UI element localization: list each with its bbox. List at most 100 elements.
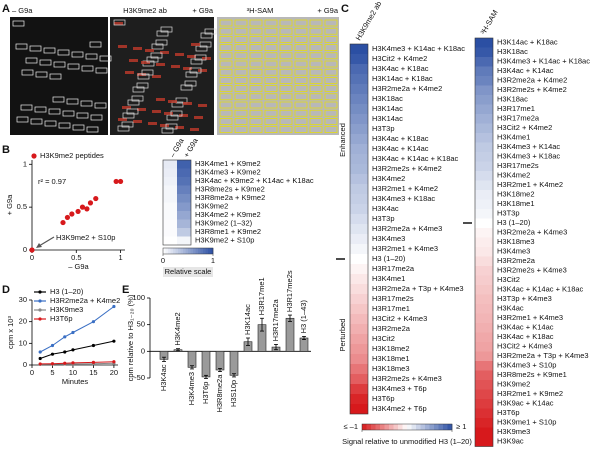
x-tick-label: 5: [50, 368, 54, 377]
heatmap-cell: [475, 180, 493, 190]
blot-box: [151, 43, 164, 50]
point: [69, 211, 75, 217]
blot-spot: [160, 124, 169, 127]
row-label: H3R2me2a + T3p + K4me3: [497, 351, 589, 360]
blot-spot: [133, 120, 142, 123]
blot-box: [113, 19, 126, 26]
panel-label: D: [2, 284, 10, 296]
blot-box: [324, 52, 338, 60]
heatmap-cell: [475, 57, 493, 67]
blot-box: [219, 36, 233, 43]
blot-box: [264, 52, 278, 60]
colorbar-step: [208, 248, 211, 254]
blot-box: [99, 55, 112, 62]
blot-box: [234, 93, 248, 101]
row-label: H3R2me1 + K4me2: [372, 184, 438, 193]
colorbar-tick-label: ≤ –1: [343, 422, 358, 431]
blot-spot: [183, 67, 192, 70]
y-tick-label: 10: [19, 338, 27, 347]
blot-spot: [156, 98, 165, 101]
blot-spot: [141, 61, 150, 64]
row-label: H3R2me1 + K4me2: [497, 180, 563, 189]
heatmap-cell: [350, 264, 368, 274]
point: [93, 195, 99, 202]
blot-box: [294, 52, 308, 60]
blot-box: [249, 101, 263, 109]
blot-box: [234, 77, 248, 84]
colorbar-step: [173, 248, 176, 254]
heatmap-cell: [475, 399, 493, 409]
point: [64, 214, 71, 221]
heatmap-cell: [475, 389, 493, 399]
blot-box: [189, 67, 202, 74]
column-header: + G9a: [182, 136, 201, 159]
heatmap-cell: [350, 254, 368, 264]
blot-box: [294, 77, 308, 84]
heatmap-cell: [475, 66, 493, 76]
row-label: H3K4ac + K9me2 + K14ac + K18ac: [195, 176, 314, 185]
blot-box: [309, 68, 323, 76]
blot-box: [264, 118, 278, 125]
heatmap-title: H3K9me2 ab: [354, 0, 384, 42]
heatmap-cell: [475, 313, 493, 323]
blot-box: [90, 114, 103, 121]
blot-box: [30, 118, 43, 125]
x-tick-label: 15: [89, 368, 97, 377]
blot-box: [309, 85, 323, 92]
series-line: [39, 306, 115, 353]
heatmap-cell: [475, 47, 493, 57]
heatmap-cell: [163, 168, 177, 177]
legend-label: H3K9me2 peptides: [40, 151, 104, 160]
y-tick-label: 100: [132, 293, 145, 302]
blot-box: [85, 53, 98, 60]
blot-box: [219, 85, 233, 92]
colorbar-step: [398, 424, 403, 430]
heatmap-cell: [350, 304, 368, 314]
point: [84, 206, 90, 212]
y-tick-label: -50: [134, 373, 145, 382]
bar: [229, 351, 239, 376]
point: [91, 320, 96, 324]
heatmap-cell: [177, 211, 191, 220]
heatmap-cell: [350, 364, 368, 374]
point: [63, 335, 67, 339]
blot-box: [309, 44, 323, 51]
blot-box: [185, 71, 198, 78]
heatmap-cell: [350, 64, 368, 74]
colorbar-step: [389, 424, 394, 430]
heatmap-cell: [163, 160, 177, 169]
heatmap-cell: [350, 294, 368, 304]
colorbar-label: Relative scale: [165, 267, 212, 276]
row-label: H3K4me3 + K9me2: [195, 168, 261, 177]
heatmap-cell: [350, 334, 368, 344]
colorbar-tick-label: 1: [211, 256, 215, 265]
blot-box: [324, 44, 338, 51]
blot-box: [48, 108, 61, 115]
blot-spot: [183, 102, 192, 105]
row-label: H3R2me1 + K9me2: [497, 389, 563, 398]
row-label: H3K9me2 (1–32): [195, 219, 253, 228]
blot-box: [309, 27, 323, 35]
category-label: H3K4me2: [173, 312, 182, 345]
blot-spot: [191, 43, 200, 46]
blot-box: [234, 101, 248, 109]
blot-box: [234, 52, 248, 60]
blot-box: [309, 126, 323, 133]
heatmap-cell: [350, 154, 368, 164]
blot-box: [67, 63, 80, 70]
blot-box: [279, 101, 293, 109]
category-label: H3K4me3: [187, 372, 196, 405]
heatmap-cell: [475, 294, 493, 304]
colorbar-step: [195, 248, 199, 254]
heatmap-cell: [163, 236, 177, 245]
colorbar-step: [366, 424, 372, 430]
colorbar-step: [200, 248, 204, 254]
heatmap-cell: [350, 184, 368, 194]
colorbar-step: [362, 424, 367, 430]
blot-spot: [125, 71, 134, 74]
colorbar-step: [180, 248, 184, 254]
blot-box: [294, 126, 308, 133]
heatmap-cell: [350, 194, 368, 204]
blot-box: [190, 58, 203, 65]
heatmap-cell: [177, 160, 191, 169]
